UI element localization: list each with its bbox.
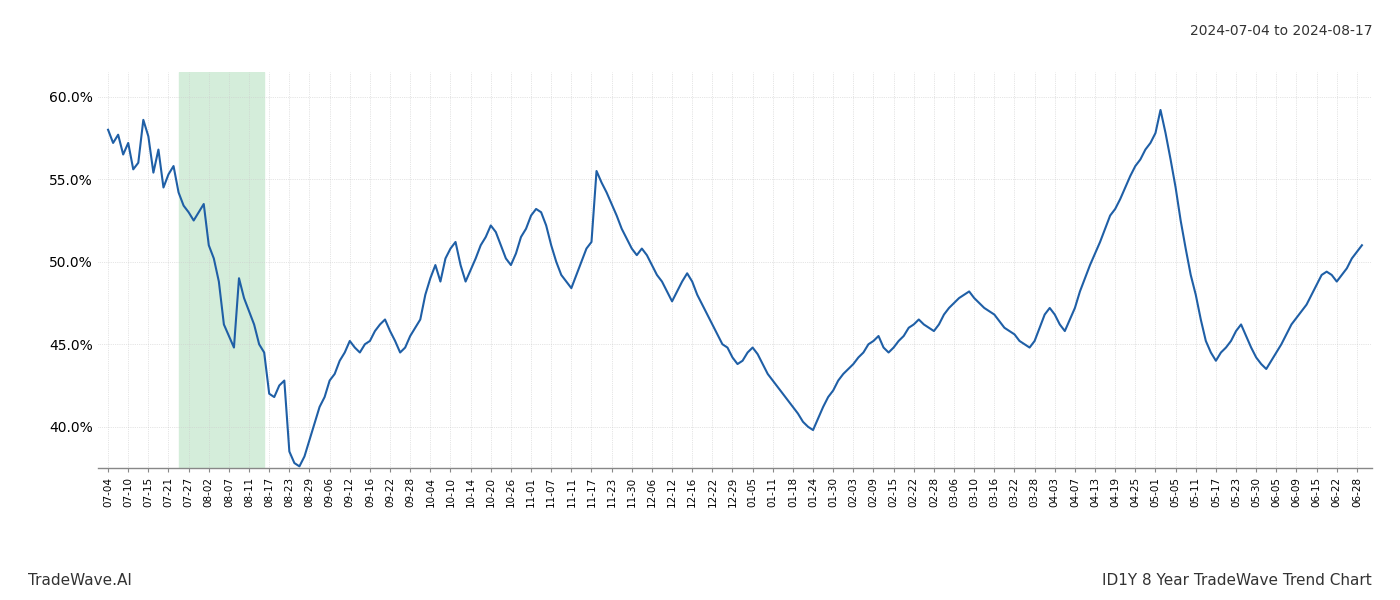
Text: TradeWave.AI: TradeWave.AI [28,573,132,588]
Bar [179,72,265,468]
Text: 2024-07-04 to 2024-08-17: 2024-07-04 to 2024-08-17 [1190,24,1372,38]
Text: ID1Y 8 Year TradeWave Trend Chart: ID1Y 8 Year TradeWave Trend Chart [1102,573,1372,588]
